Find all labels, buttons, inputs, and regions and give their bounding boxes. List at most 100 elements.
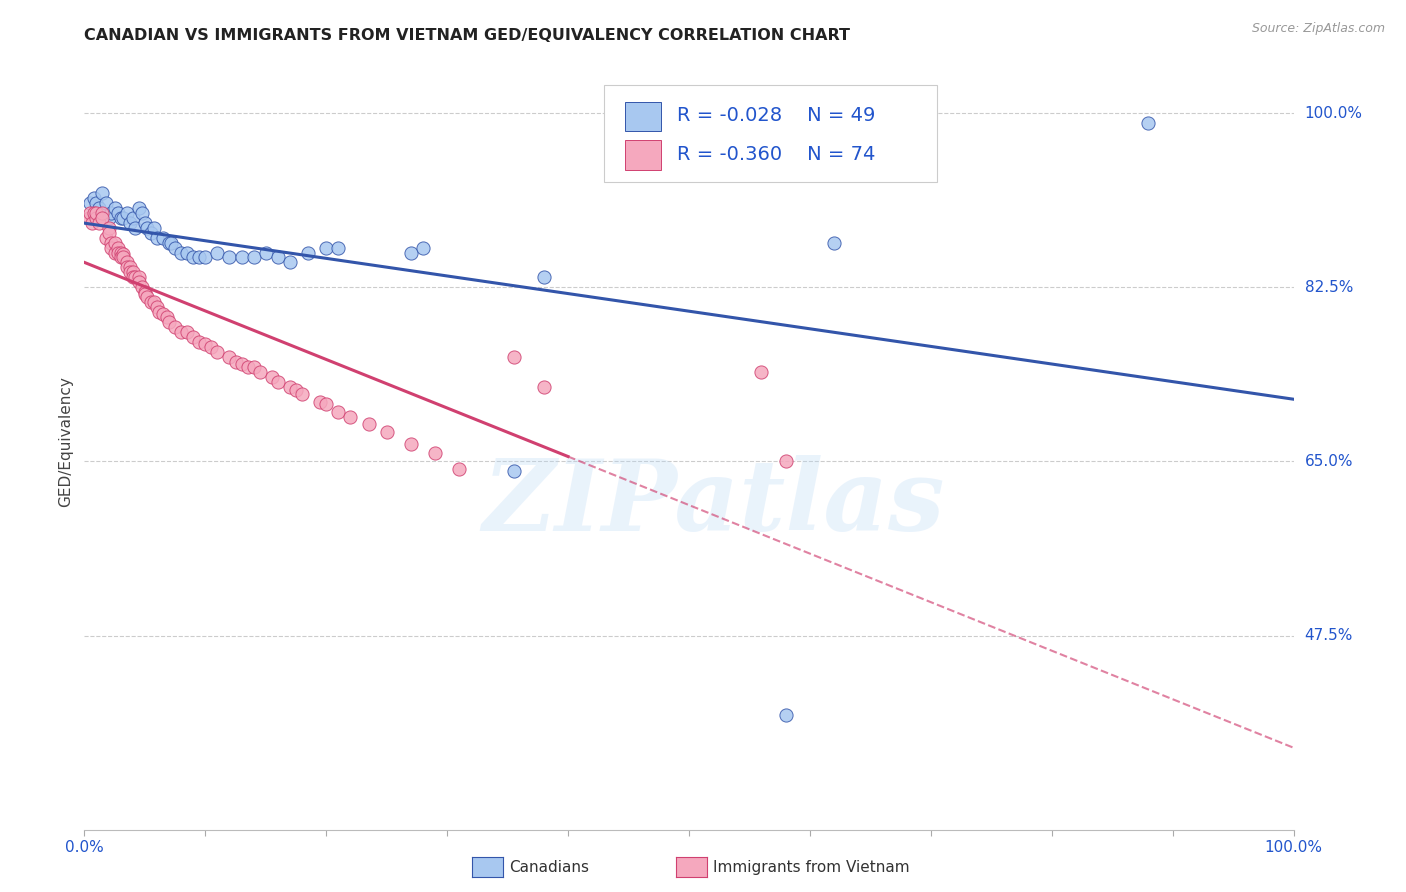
Point [80, 216, 103, 230]
Point [83, 205, 105, 219]
Point [104, 245, 127, 260]
Point [97, 211, 120, 225]
Point [83, 191, 105, 205]
Y-axis label: GED/Equivalency: GED/Equivalency [58, 376, 73, 507]
Point [249, 365, 271, 379]
Point [91, 205, 114, 219]
Point [284, 383, 308, 397]
Point [297, 245, 319, 260]
Point [533, 270, 555, 285]
Point [143, 220, 166, 235]
Point [242, 359, 264, 374]
Point [157, 315, 180, 329]
Point [254, 245, 277, 260]
Point [146, 300, 169, 314]
Point [97, 226, 120, 240]
Point [236, 359, 259, 374]
Text: R = -0.028    N = 49: R = -0.028 N = 49 [676, 106, 875, 125]
Point [152, 307, 174, 321]
Point [124, 270, 146, 285]
Point [1137, 116, 1160, 130]
Point [160, 235, 183, 250]
Text: 82.5%: 82.5% [1305, 280, 1353, 295]
Point [165, 241, 187, 255]
Point [181, 251, 204, 265]
Point [412, 241, 434, 255]
Point [104, 235, 127, 250]
Point [339, 409, 361, 424]
Point [176, 245, 198, 260]
Point [225, 355, 247, 369]
Point [112, 251, 135, 265]
Point [143, 295, 166, 310]
Point [170, 245, 193, 260]
Point [110, 245, 132, 260]
Point [315, 397, 337, 411]
Point [128, 276, 150, 290]
Point [86, 205, 108, 219]
Point [79, 195, 101, 210]
Point [146, 230, 169, 244]
Point [97, 220, 120, 235]
Point [107, 241, 129, 255]
Point [110, 251, 132, 265]
Point [375, 425, 398, 439]
Point [218, 251, 240, 265]
Point [136, 290, 159, 304]
Point [533, 380, 555, 394]
Point [176, 325, 198, 339]
Point [100, 205, 122, 219]
Point [328, 241, 350, 255]
Point [242, 251, 264, 265]
Point [267, 375, 290, 389]
Point [128, 270, 150, 285]
Point [112, 247, 135, 261]
Point [309, 394, 332, 409]
Point [86, 195, 108, 210]
Point [87, 201, 110, 215]
Point [157, 235, 180, 250]
Text: 47.5%: 47.5% [1305, 628, 1353, 643]
Point [231, 357, 253, 371]
Point [87, 216, 110, 230]
Point [112, 211, 135, 225]
Point [120, 260, 142, 275]
Point [131, 280, 153, 294]
Point [134, 287, 156, 301]
Point [207, 345, 229, 359]
Point [139, 226, 162, 240]
Point [120, 216, 142, 230]
Point [278, 380, 301, 394]
Point [231, 251, 253, 265]
Point [91, 211, 114, 225]
Text: Source: ZipAtlas.com: Source: ZipAtlas.com [1251, 22, 1385, 36]
Point [131, 205, 153, 219]
Point [120, 265, 142, 279]
Point [124, 220, 146, 235]
Point [449, 462, 471, 476]
Point [121, 211, 143, 225]
Point [502, 350, 524, 364]
Point [775, 708, 797, 723]
Point [155, 310, 177, 325]
Point [77, 211, 100, 225]
Point [423, 446, 446, 460]
Point [315, 241, 337, 255]
Point [399, 245, 422, 260]
Bar [624, 102, 661, 131]
Text: Immigrants from Vietnam: Immigrants from Vietnam [713, 861, 910, 875]
Text: 100.0%: 100.0% [1305, 106, 1362, 120]
Point [200, 340, 222, 354]
Point [91, 186, 114, 200]
Point [170, 325, 193, 339]
Point [357, 417, 380, 431]
Point [328, 405, 350, 419]
Point [100, 241, 122, 255]
Point [139, 295, 162, 310]
Point [104, 201, 127, 215]
Point [399, 436, 422, 450]
Point [278, 255, 301, 269]
Point [194, 251, 217, 265]
Point [181, 330, 204, 344]
Point [194, 337, 217, 351]
